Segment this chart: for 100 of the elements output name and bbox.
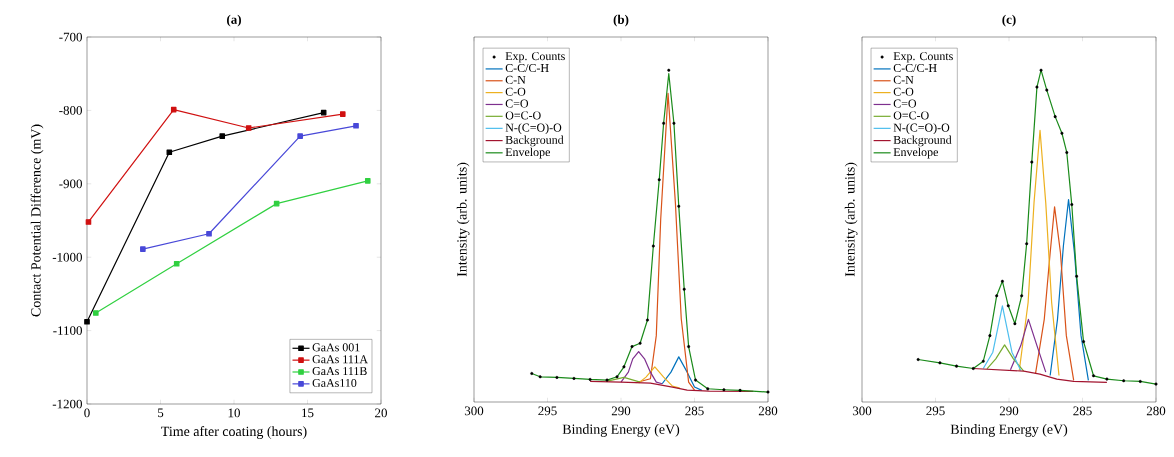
point: [173, 261, 180, 267]
point: [339, 111, 346, 117]
point: [364, 178, 371, 184]
x-tick-label: 280: [758, 406, 778, 416]
point: [1006, 304, 1010, 308]
point: [916, 358, 920, 362]
point: [1039, 68, 1043, 72]
point: [530, 371, 534, 375]
chart-title: (b): [613, 14, 629, 27]
legend-label: GaAs 111B: [312, 367, 367, 376]
x-tick-label: 300: [852, 406, 872, 416]
point: [84, 319, 90, 325]
point: [1060, 131, 1064, 135]
y-axis-title: Intensity (arb. units): [844, 162, 858, 277]
x-axis-title: Binding Energy (eV): [950, 424, 1068, 437]
legend-label: GaAs 111A: [312, 355, 368, 364]
point: [140, 246, 146, 252]
point: [672, 121, 676, 125]
legend-label: C-C/C-H: [505, 63, 549, 73]
point: [1105, 377, 1109, 381]
x-tick-label: 295: [538, 406, 557, 416]
legend-label: C-O: [893, 87, 914, 96]
legend-label: Exp. Counts: [893, 52, 953, 63]
point: [1092, 374, 1096, 378]
legend-label: GaAs 001: [312, 343, 360, 352]
point: [677, 204, 681, 208]
point: [93, 310, 99, 316]
point: [766, 390, 770, 394]
y-tick-label: -1200: [52, 399, 82, 409]
legend-label: C-N: [893, 75, 914, 84]
legend-label: O=C-O: [893, 111, 929, 120]
point: [1154, 382, 1158, 386]
point: [622, 365, 626, 369]
point: [981, 359, 985, 363]
point: [588, 377, 592, 381]
point: [1035, 85, 1039, 89]
point: [706, 387, 710, 391]
legend-label: O=C-O: [505, 111, 541, 120]
point: [353, 123, 359, 129]
point: [988, 334, 992, 338]
point: [538, 375, 542, 379]
legend-label: Background: [893, 135, 952, 147]
x-tick-label: 295: [926, 406, 945, 416]
y-tick-label: -1100: [53, 326, 82, 335]
x-axis-title: Binding Energy (eV): [562, 424, 680, 437]
point: [722, 388, 726, 392]
legend-label: C=O: [893, 99, 917, 108]
x-tick-label: 285: [685, 406, 704, 416]
legend-label: C-C/C-H: [893, 63, 937, 73]
legend-label: Exp. Counts: [505, 52, 565, 63]
point: [1138, 379, 1142, 383]
point: [955, 364, 959, 368]
point: [219, 133, 226, 139]
point: [938, 361, 942, 365]
legend-label: N-(C=O)-O: [893, 123, 950, 135]
y-tick-label: -700: [59, 32, 82, 42]
x-tick-label: 0: [84, 408, 90, 418]
x-tick-label: 285: [1073, 406, 1092, 416]
point: [615, 375, 619, 379]
point: [971, 366, 975, 370]
point: [630, 345, 634, 349]
point: [1070, 203, 1074, 207]
point: [166, 149, 173, 156]
legend-label: Envelope: [505, 147, 550, 159]
point: [682, 287, 686, 291]
legend-label: C-O: [505, 87, 526, 96]
y-tick-label: -800: [59, 106, 82, 115]
point: [206, 230, 212, 237]
x-tick-label: 5: [158, 408, 164, 418]
legend-label: GaAs110: [312, 378, 357, 387]
y-tick-label: -900: [59, 179, 82, 189]
point: [85, 219, 92, 225]
point: [638, 341, 642, 345]
point: [667, 68, 671, 72]
chart-title: (a): [227, 14, 241, 27]
legend-label: C-N: [505, 75, 526, 84]
y-tick-label: -1000: [52, 252, 82, 262]
point: [1000, 279, 1004, 283]
point: [1122, 379, 1126, 383]
chart-title: (c): [1002, 14, 1016, 27]
point: [1075, 274, 1079, 278]
point: [320, 109, 327, 116]
point: [1020, 294, 1024, 298]
point: [245, 125, 252, 131]
y-axis-title: Intensity (arb. units): [456, 162, 470, 277]
x-tick-label: 15: [302, 408, 314, 418]
legend-label: Background: [505, 135, 564, 147]
point: [605, 378, 609, 382]
point: [572, 376, 576, 380]
point: [1030, 160, 1034, 164]
point: [555, 375, 559, 379]
point: [657, 178, 661, 182]
x-tick-label: 10: [228, 408, 240, 418]
point: [1045, 88, 1049, 92]
point: [738, 388, 742, 392]
x-tick-label: 290: [999, 406, 1019, 416]
point: [1025, 242, 1029, 246]
point: [645, 318, 649, 322]
y-axis-title: Contact Potential Difference (mV): [30, 124, 44, 317]
point: [662, 121, 666, 125]
